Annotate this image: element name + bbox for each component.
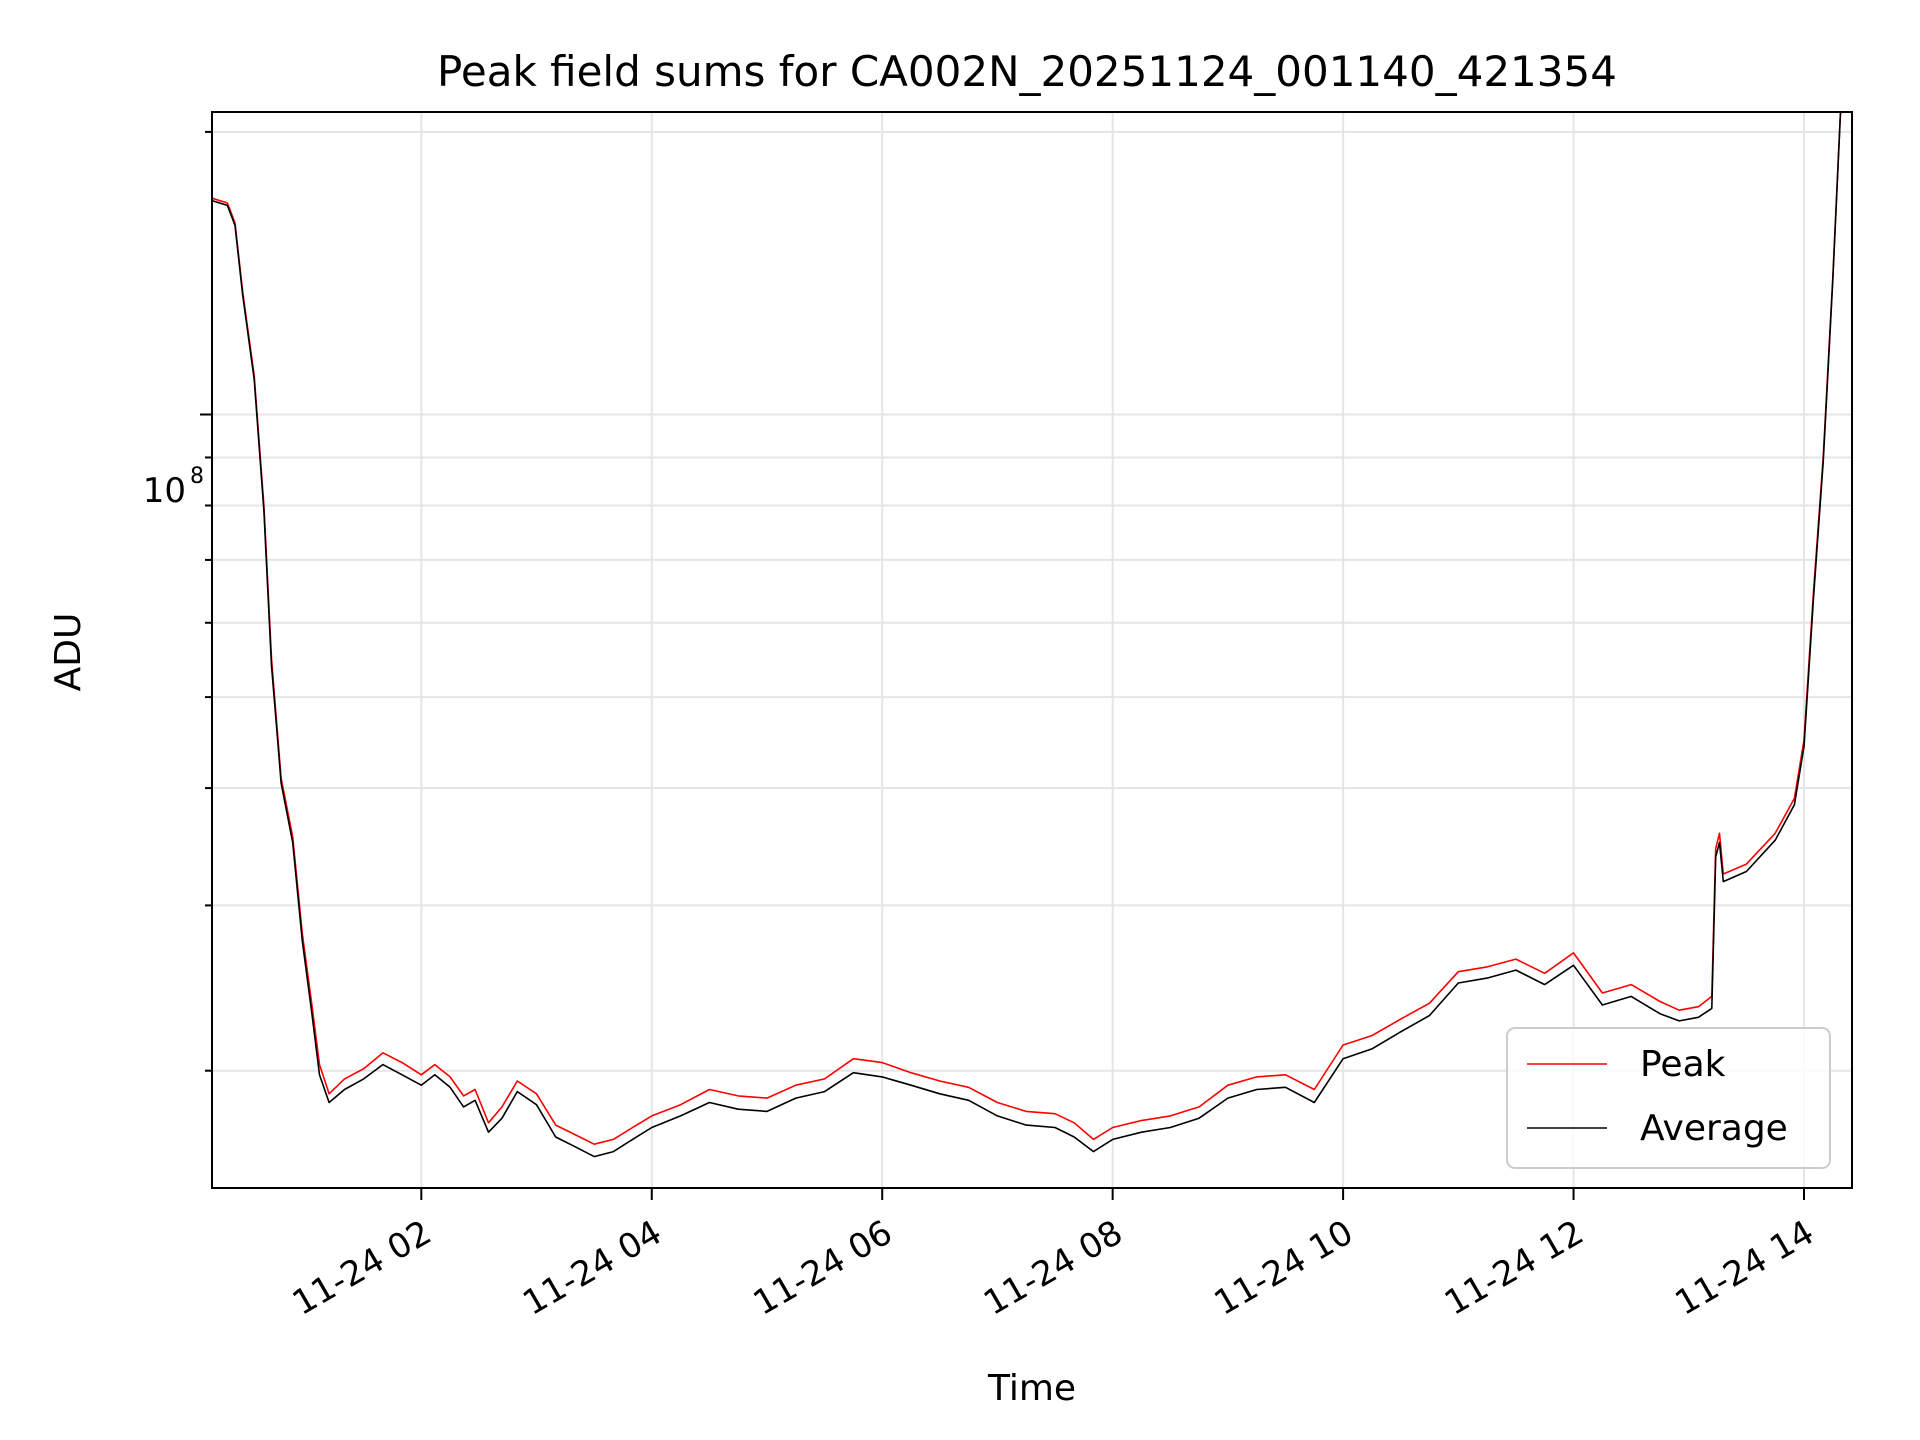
legend-label-average: Average xyxy=(1640,1108,1788,1149)
series-layer xyxy=(211,111,1842,1158)
y-tick-label-exponent: 8 xyxy=(190,464,204,489)
legend: Peak Average xyxy=(1506,1027,1831,1169)
legend-frame xyxy=(1506,1027,1831,1169)
y-tick-label: 10 8 xyxy=(143,464,204,511)
x-axis-label: Time xyxy=(987,1368,1076,1409)
legend-label-peak: Peak xyxy=(1640,1044,1726,1085)
grid xyxy=(212,112,1852,1188)
y-axis-label: ADU xyxy=(48,613,89,692)
series-line-peak xyxy=(211,111,1842,1145)
y-tick-label-base: 10 xyxy=(143,471,186,511)
chart-title: Peak field sums for CA002N_20251124_0011… xyxy=(437,47,1617,96)
series-line-average xyxy=(211,111,1842,1158)
plot-frame xyxy=(211,111,1853,1189)
